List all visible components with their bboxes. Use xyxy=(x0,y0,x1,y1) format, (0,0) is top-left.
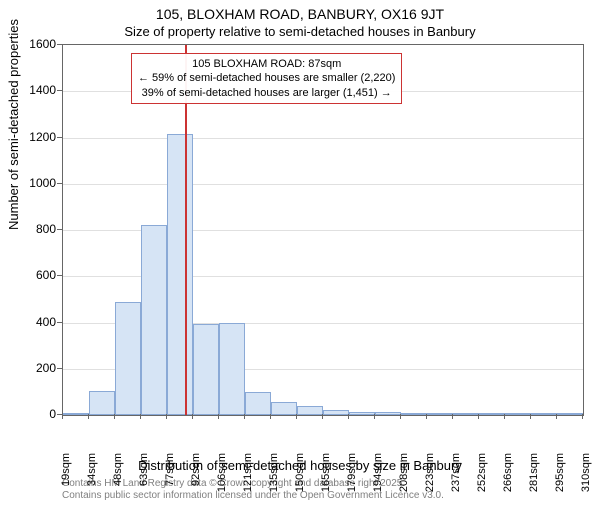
property-size-histogram: 105, BLOXHAM ROAD, BANBURY, OX16 9JT Siz… xyxy=(0,0,600,500)
x-tick-label: 34sqm xyxy=(86,453,98,513)
gridline xyxy=(63,138,583,139)
histogram-bar xyxy=(245,392,271,415)
x-tick-mark xyxy=(140,414,141,419)
y-tick-mark xyxy=(57,183,62,184)
y-tick-label: 800 xyxy=(6,222,56,236)
histogram-bar xyxy=(89,391,115,415)
x-tick-mark xyxy=(582,414,583,419)
y-tick-mark xyxy=(57,137,62,138)
x-tick-label: 295sqm xyxy=(554,453,566,513)
histogram-bar xyxy=(141,225,167,415)
x-tick-label: 77sqm xyxy=(164,453,176,513)
x-tick-mark xyxy=(374,414,375,419)
x-tick-mark xyxy=(348,414,349,419)
x-tick-mark xyxy=(218,414,219,419)
y-tick-mark xyxy=(57,44,62,45)
y-tick-label: 1400 xyxy=(6,83,56,97)
histogram-bar xyxy=(63,413,89,415)
annotation-box: 105 BLOXHAM ROAD: 87sqm← 59% of semi-det… xyxy=(131,53,402,104)
x-tick-label: 223sqm xyxy=(424,453,436,513)
x-tick-mark xyxy=(296,414,297,419)
x-tick-label: 106sqm xyxy=(216,453,228,513)
x-tick-label: 165sqm xyxy=(320,453,332,513)
histogram-bar xyxy=(193,324,219,415)
histogram-bar xyxy=(115,302,141,415)
x-tick-mark xyxy=(114,414,115,419)
annotation-line: 39% of semi-detached houses are larger (… xyxy=(138,86,395,100)
chart-title-main: 105, BLOXHAM ROAD, BANBURY, OX16 9JT xyxy=(0,6,600,22)
y-tick-label: 400 xyxy=(6,315,56,329)
histogram-bar xyxy=(219,323,245,416)
y-tick-mark xyxy=(57,368,62,369)
plot-area: 105 BLOXHAM ROAD: 87sqm← 59% of semi-det… xyxy=(62,44,584,416)
gridline xyxy=(63,184,583,185)
x-tick-mark xyxy=(556,414,557,419)
x-tick-label: 237sqm xyxy=(450,453,462,513)
x-tick-mark xyxy=(166,414,167,419)
histogram-bar xyxy=(401,413,427,415)
x-tick-mark xyxy=(530,414,531,419)
x-tick-label: 266sqm xyxy=(502,453,514,513)
histogram-bar xyxy=(505,413,531,415)
annotation-line: ← 59% of semi-detached houses are smalle… xyxy=(138,71,395,85)
x-tick-mark xyxy=(504,414,505,419)
x-tick-label: 252sqm xyxy=(476,453,488,513)
histogram-bar xyxy=(323,410,349,415)
x-tick-label: 135sqm xyxy=(268,453,280,513)
x-tick-label: 208sqm xyxy=(398,453,410,513)
annotation-line: 105 BLOXHAM ROAD: 87sqm xyxy=(138,57,395,71)
y-tick-mark xyxy=(57,90,62,91)
y-tick-label: 200 xyxy=(6,361,56,375)
histogram-bar xyxy=(453,413,479,415)
x-tick-mark xyxy=(62,414,63,419)
histogram-bar xyxy=(479,413,505,415)
x-tick-label: 121sqm xyxy=(242,453,254,513)
x-tick-label: 150sqm xyxy=(294,453,306,513)
y-tick-label: 1600 xyxy=(6,37,56,51)
histogram-bar xyxy=(167,134,193,415)
x-tick-mark xyxy=(270,414,271,419)
histogram-bar xyxy=(557,413,583,415)
x-tick-label: 310sqm xyxy=(580,453,592,513)
x-tick-label: 19sqm xyxy=(60,453,72,513)
histogram-bar xyxy=(375,412,401,415)
x-tick-mark xyxy=(452,414,453,419)
x-tick-label: 281sqm xyxy=(528,453,540,513)
chart-title-sub: Size of property relative to semi-detach… xyxy=(0,24,600,39)
y-tick-mark xyxy=(57,322,62,323)
histogram-bar xyxy=(531,413,557,415)
histogram-bar xyxy=(297,406,323,415)
x-tick-label: 194sqm xyxy=(372,453,384,513)
x-tick-mark xyxy=(192,414,193,419)
y-tick-mark xyxy=(57,229,62,230)
x-tick-label: 63sqm xyxy=(138,453,150,513)
histogram-bar xyxy=(427,413,453,415)
y-tick-label: 1200 xyxy=(6,130,56,144)
x-tick-mark xyxy=(88,414,89,419)
y-tick-label: 0 xyxy=(6,407,56,421)
y-tick-mark xyxy=(57,275,62,276)
x-tick-mark xyxy=(322,414,323,419)
x-tick-label: 48sqm xyxy=(112,453,124,513)
x-tick-label: 179sqm xyxy=(346,453,358,513)
histogram-bar xyxy=(349,412,375,415)
x-tick-mark xyxy=(478,414,479,419)
x-tick-mark xyxy=(426,414,427,419)
y-tick-label: 1000 xyxy=(6,176,56,190)
y-tick-label: 600 xyxy=(6,268,56,282)
x-tick-mark xyxy=(244,414,245,419)
histogram-bar xyxy=(271,402,297,415)
x-tick-label: 92sqm xyxy=(190,453,202,513)
x-tick-mark xyxy=(400,414,401,419)
